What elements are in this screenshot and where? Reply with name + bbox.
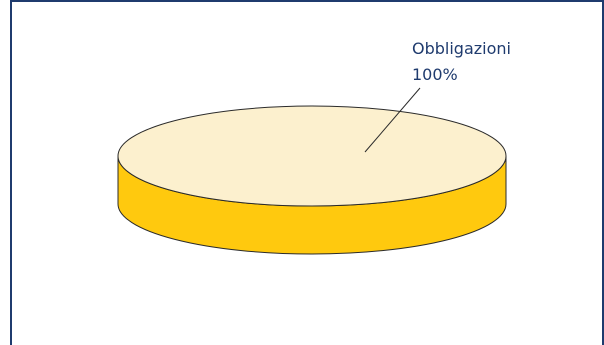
pie-slices-group — [117, 105, 507, 255]
slice-label-name: Obbligazioni — [412, 39, 511, 58]
pie-slice-0 — [117, 105, 507, 207]
slice-label-value: 100% — [412, 65, 458, 84]
slice-leader-line — [364, 87, 421, 153]
